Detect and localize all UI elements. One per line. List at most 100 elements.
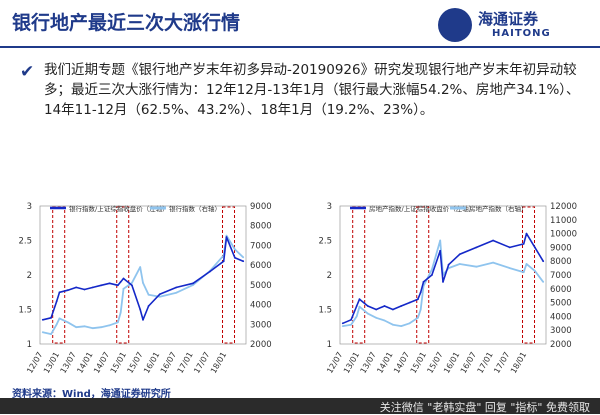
data-point bbox=[66, 321, 69, 324]
right-axis-tick-label: 9000 bbox=[550, 243, 572, 253]
data-point bbox=[419, 291, 422, 294]
data-point bbox=[119, 311, 122, 314]
data-point bbox=[525, 263, 528, 265]
data-point bbox=[341, 325, 344, 327]
left-axis-tick-label: 1.5 bbox=[18, 306, 32, 316]
data-point bbox=[50, 316, 52, 319]
right-axis-tick-label: 5000 bbox=[250, 281, 272, 291]
logo-cn-text: 海通证券 bbox=[478, 10, 539, 28]
data-point bbox=[122, 287, 125, 290]
data-point bbox=[458, 253, 461, 256]
right-axis-tick-label: 6000 bbox=[550, 285, 572, 295]
left-axis-tick-label: 2.5 bbox=[18, 237, 32, 247]
bank-chart: 1 1.5 2 2.5 3 2000 3000 4000 5000 6000 7000 8000 900… bbox=[18, 202, 272, 375]
right-axis-tick-label: 4000 bbox=[550, 312, 572, 322]
haitong-logo-icon bbox=[438, 8, 472, 42]
bullet-text: 我们近期专题《银行地产岁末年初多异动-20190926》研究发现银行地产岁末年初… bbox=[44, 62, 580, 118]
data-point bbox=[208, 270, 211, 273]
data-point bbox=[383, 305, 386, 307]
highlight-period-box bbox=[522, 206, 536, 344]
data-point bbox=[58, 291, 61, 294]
left-axis-tick-label: 1 bbox=[27, 340, 32, 350]
data-point bbox=[158, 293, 161, 296]
data-point bbox=[147, 293, 150, 296]
data-point bbox=[417, 316, 419, 319]
data-point bbox=[108, 282, 111, 285]
left-axis-tick-label: 3 bbox=[327, 202, 332, 212]
left-axis-tick-label: 2 bbox=[27, 271, 32, 281]
data-point bbox=[419, 308, 422, 311]
haitong-logo: 海通证券 HAITONG bbox=[438, 6, 588, 44]
right-axis-tick-label: 8000 bbox=[550, 257, 572, 267]
right-axis-tick-label: 12000 bbox=[550, 202, 577, 212]
data-point bbox=[55, 323, 58, 326]
data-point bbox=[383, 319, 386, 322]
right-axis-tick-label: 3000 bbox=[550, 326, 572, 336]
data-point bbox=[192, 282, 195, 285]
series-line bbox=[342, 232, 544, 325]
data-point bbox=[366, 312, 369, 315]
data-point bbox=[534, 246, 536, 249]
data-point bbox=[408, 322, 411, 325]
data-point bbox=[417, 298, 419, 301]
data-point bbox=[458, 263, 461, 265]
right-axis-tick-label: 10000 bbox=[550, 230, 577, 240]
data-point bbox=[400, 325, 403, 327]
left-axis-tick-label: 1 bbox=[327, 340, 332, 350]
header-divider bbox=[0, 46, 600, 48]
data-point bbox=[41, 318, 44, 321]
data-point bbox=[447, 263, 450, 266]
data-point bbox=[83, 325, 86, 328]
data-point bbox=[522, 271, 525, 274]
data-point bbox=[508, 246, 511, 249]
data-point bbox=[92, 286, 94, 289]
data-point bbox=[75, 326, 78, 329]
left-axis-tick-label: 2.5 bbox=[318, 237, 332, 247]
data-point bbox=[175, 286, 178, 289]
data-point bbox=[341, 322, 344, 325]
data-point bbox=[234, 248, 236, 251]
data-point bbox=[242, 256, 245, 259]
right-axis-tick-label: 2000 bbox=[250, 340, 272, 350]
series-line bbox=[342, 239, 544, 328]
data-point bbox=[525, 232, 528, 235]
right-axis-tick-label: 11000 bbox=[550, 216, 577, 226]
data-point bbox=[100, 284, 103, 287]
data-point bbox=[139, 308, 142, 311]
data-point bbox=[117, 321, 119, 324]
data-point bbox=[142, 282, 144, 284]
data-point bbox=[522, 243, 525, 245]
plot-frame bbox=[39, 205, 247, 345]
data-point bbox=[492, 261, 494, 264]
data-point bbox=[117, 284, 119, 287]
left-axis-tick-label: 3 bbox=[27, 202, 32, 212]
data-point bbox=[350, 318, 352, 321]
data-point bbox=[55, 300, 58, 303]
data-point bbox=[392, 308, 394, 311]
data-point bbox=[439, 249, 442, 252]
data-point bbox=[225, 234, 228, 237]
left-axis-tick-label: 2 bbox=[327, 271, 332, 281]
highlight-period-box bbox=[116, 206, 130, 344]
data-point bbox=[355, 305, 358, 307]
data-point bbox=[92, 327, 94, 330]
right-axis-tick-label: 2000 bbox=[550, 340, 572, 350]
data-point bbox=[242, 260, 245, 263]
right-axis-tick-label: 3000 bbox=[250, 320, 272, 330]
data-point bbox=[431, 268, 433, 271]
legend-entry: 银行指数/上证综指收盘价（左轴） bbox=[69, 204, 169, 213]
data-point bbox=[392, 323, 394, 326]
data-point bbox=[366, 305, 369, 307]
data-point bbox=[131, 284, 133, 287]
data-point bbox=[58, 317, 61, 320]
footer-text: 关注微信 "老韩实盘" 回复 "指标" 免费领取 bbox=[379, 401, 590, 414]
data-point bbox=[66, 289, 69, 292]
data-point bbox=[41, 331, 44, 334]
data-point bbox=[439, 239, 442, 242]
right-axis-tick-label: 9000 bbox=[250, 202, 272, 212]
data-point bbox=[422, 281, 425, 283]
data-point bbox=[83, 288, 86, 291]
x-axis-tick-label: 18/01 bbox=[209, 351, 228, 375]
checkmark-icon: ✔ bbox=[20, 62, 35, 82]
highlight-period-box bbox=[52, 206, 66, 344]
